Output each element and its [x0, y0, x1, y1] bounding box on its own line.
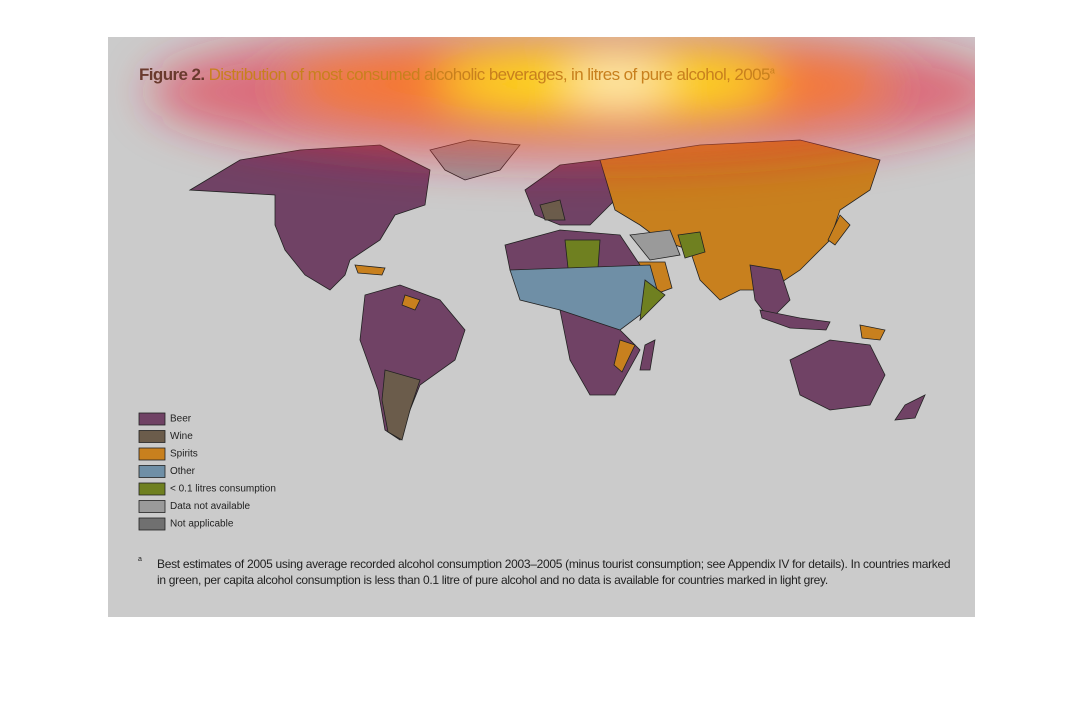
footnote: a Best estimates of 2005 using average re…: [138, 556, 953, 588]
middle-east: [629, 229, 681, 261]
legend-label: Beer: [170, 414, 192, 425]
indonesia: [759, 309, 831, 331]
figure-label: Figure 2.: [139, 65, 205, 84]
figure-panel: Beer Wine Spirits Other < 0.1 litres consump…: [108, 37, 975, 617]
figure-title: Figure 2. Distribution of most consumed …: [139, 65, 775, 85]
legend-label: Spirits: [170, 449, 198, 460]
legend-label: Data not available: [170, 501, 250, 512]
legend-swatch: [138, 482, 166, 496]
mozambique: [613, 339, 636, 373]
world-map: Beer Wine Spirits Other < 0.1 litres consump…: [138, 139, 926, 531]
legend-label: Not applicable: [170, 519, 234, 530]
southeast-asia: [749, 264, 791, 321]
legend-swatch: [138, 500, 166, 513]
legend-swatch: [138, 447, 166, 461]
argentina: [381, 369, 421, 441]
png: [859, 324, 886, 341]
new-zealand: [894, 394, 926, 421]
afghanistan: [677, 231, 706, 259]
north-america: [188, 144, 431, 291]
greenland: [429, 139, 521, 181]
legend-swatch: [138, 430, 166, 443]
france: [539, 199, 566, 221]
horn-of-africa: [639, 279, 666, 322]
europe: [524, 159, 616, 226]
legend-label: < 0.1 litres consumption: [170, 484, 276, 495]
legend-swatch: [138, 412, 166, 426]
guianas: [401, 294, 421, 311]
footnote-marker: a: [138, 556, 142, 563]
legend-swatch: [138, 517, 166, 531]
legend-label: Wine: [170, 431, 193, 442]
title-text: Distribution of most consumed alcoholic …: [208, 65, 771, 84]
footnote-text: Best estimates of 2005 using average rec…: [157, 557, 951, 587]
title-note: a: [769, 65, 775, 76]
legend: Beer Wine Spirits Other < 0.1 litres consump…: [138, 412, 276, 531]
caribbean: [354, 264, 386, 276]
legend-label: Other: [170, 466, 196, 477]
southern-africa: [559, 309, 641, 396]
madagascar: [639, 339, 656, 371]
legend-swatch: [138, 465, 166, 478]
algeria: [564, 239, 601, 269]
japan: [827, 214, 851, 246]
australia: [789, 339, 886, 411]
